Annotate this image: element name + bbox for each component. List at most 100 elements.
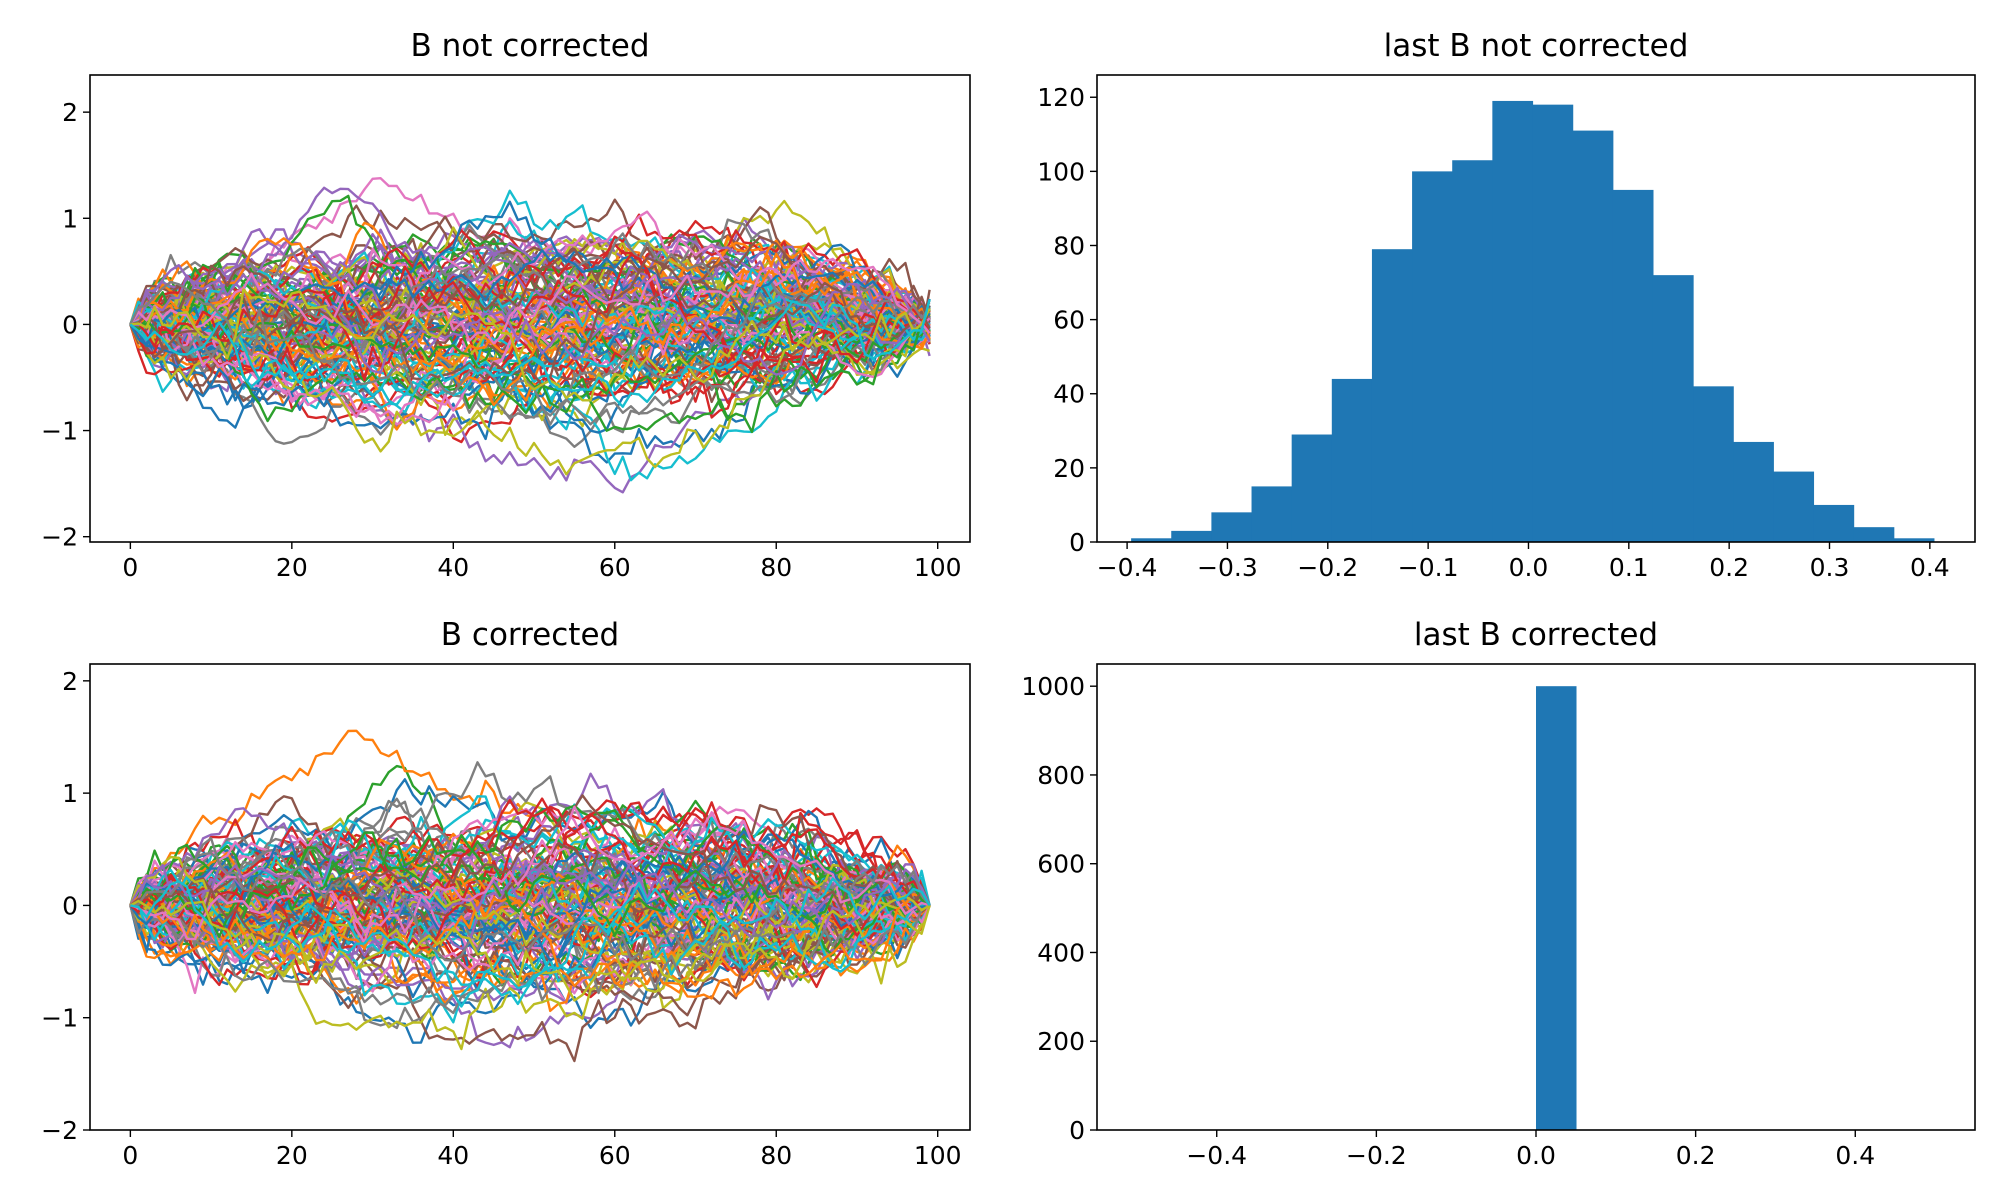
histogram-bar: [1211, 512, 1253, 542]
plot-area: [129, 176, 931, 494]
series-line: [129, 855, 931, 993]
histogram-bar: [1853, 527, 1895, 542]
y-tick-label: 1000: [1021, 672, 1085, 701]
y-tick-label: 80: [1053, 231, 1085, 260]
y-tick-label: 0: [1069, 528, 1085, 557]
x-tick-label: 80: [760, 553, 792, 582]
series-line: [130, 884, 930, 1008]
series-line: [129, 861, 931, 1024]
x-tick-label: −0.2: [1297, 553, 1358, 582]
chart-title: B corrected: [441, 617, 619, 653]
y-tick-label: 0: [1069, 1116, 1085, 1145]
histogram-bar: [1536, 686, 1577, 1130]
x-tick-label: −0.1: [1398, 553, 1459, 582]
x-tick-label: 60: [599, 1141, 631, 1170]
y-tick-label: 1: [62, 204, 78, 233]
series-line: [129, 299, 931, 402]
series-line: [130, 253, 931, 382]
x-tick-label: 0.1: [1609, 553, 1649, 582]
panel-last-b-corrected: last B corrected −0.4 −0.2 0.0 0.2 0.4 0 200 40…: [1021, 617, 1976, 1170]
y-tick-label: 600: [1037, 850, 1085, 879]
x-tick-label: 20: [276, 553, 308, 582]
x-tick-label: 0.4: [1835, 1141, 1875, 1170]
y-tick-label: 1: [62, 779, 78, 808]
histogram-bar: [1652, 275, 1694, 542]
x-tick-label: 0.0: [1516, 1141, 1556, 1170]
plot-area: [1131, 100, 1935, 542]
y-tick-label: 60: [1053, 306, 1085, 335]
histogram-bar: [1412, 171, 1453, 542]
series-line: [130, 256, 931, 387]
chart-title: last B not corrected: [1384, 28, 1689, 64]
histogram-bar: [1532, 104, 1574, 542]
x-tick-label: 0.2: [1676, 1141, 1716, 1170]
series-line: [129, 258, 931, 345]
x-tick-label: 0.3: [1810, 553, 1850, 582]
panel-last-b-not-corrected: last B not corrected −0.4 −0.3 −0.2 −0.1 0.0…: [1037, 28, 1976, 582]
series-line: [130, 841, 931, 957]
y-tick-label: 20: [1053, 454, 1085, 483]
histogram-bar: [1171, 530, 1212, 542]
y-tick-label: 400: [1037, 938, 1085, 967]
y-tick-label: 800: [1037, 761, 1085, 790]
series-line: [129, 194, 931, 380]
x-tick-label: 20: [276, 1141, 308, 1170]
series-line: [129, 243, 931, 383]
histogram-bar: [1251, 486, 1293, 542]
series-line: [130, 831, 931, 938]
x-tick-label: 100: [914, 553, 962, 582]
y-tick-label: 100: [1037, 157, 1085, 186]
series-line: [129, 200, 931, 362]
y-tick-label: −1: [41, 417, 78, 446]
x-tick-label: −0.4: [1186, 1141, 1247, 1170]
histogram-bar: [1572, 130, 1614, 542]
panel-b-not-corrected: B not corrected 0 20 40 60 80 100 −2 −1 0 1 2: [41, 28, 971, 582]
series-line: [130, 805, 930, 941]
x-tick-label: −0.4: [1097, 553, 1158, 582]
histogram-bar: [1131, 538, 1172, 542]
y-tick-label: −2: [41, 523, 78, 552]
series-line: [130, 837, 931, 989]
series-line: [129, 797, 931, 952]
x-tick-label: −0.2: [1346, 1141, 1407, 1170]
histogram-bar: [1452, 160, 1493, 542]
y-tick-label: 0: [62, 891, 78, 920]
series-line: [130, 308, 931, 423]
x-tick-label: 100: [914, 1141, 962, 1170]
chart-title: last B corrected: [1414, 617, 1658, 653]
series-line: [130, 877, 931, 1006]
x-tick-label: 0: [122, 553, 138, 582]
series-line: [129, 852, 931, 947]
plot-area: [1536, 686, 1577, 1130]
histogram-bar: [1813, 504, 1855, 542]
y-tick-label: −1: [41, 1004, 78, 1033]
series-line: [129, 237, 931, 375]
histogram-bar: [1371, 249, 1413, 542]
panel-b-corrected: B corrected 0 20 40 60 80 100 −2 −1 0 1 2: [41, 617, 971, 1170]
x-tick-label: 40: [437, 1141, 469, 1170]
y-tick-label: 2: [62, 667, 78, 696]
histogram-bar: [1612, 189, 1654, 542]
y-tick-label: 40: [1053, 380, 1085, 409]
y-tick-label: 0: [62, 310, 78, 339]
x-tick-label: −0.3: [1197, 553, 1258, 582]
histogram-bar: [1733, 441, 1774, 542]
axes-frame: [89, 74, 971, 543]
y-tick-label: 2: [62, 98, 78, 127]
histogram-bar: [1893, 538, 1935, 542]
series-line: [129, 299, 931, 410]
x-tick-label: 80: [760, 1141, 792, 1170]
plot-area: [129, 729, 931, 1063]
axes-frame: [89, 663, 971, 1131]
y-tick-label: −2: [41, 1116, 78, 1145]
histogram-bar: [1331, 378, 1373, 542]
x-tick-label: 40: [437, 553, 469, 582]
x-tick-label: 0.2: [1709, 553, 1749, 582]
y-tick-label: 120: [1037, 83, 1085, 112]
series-line: [129, 844, 931, 977]
axes-frame: [1096, 74, 1976, 543]
series-line: [129, 186, 931, 361]
chart-title: B not corrected: [410, 28, 649, 64]
